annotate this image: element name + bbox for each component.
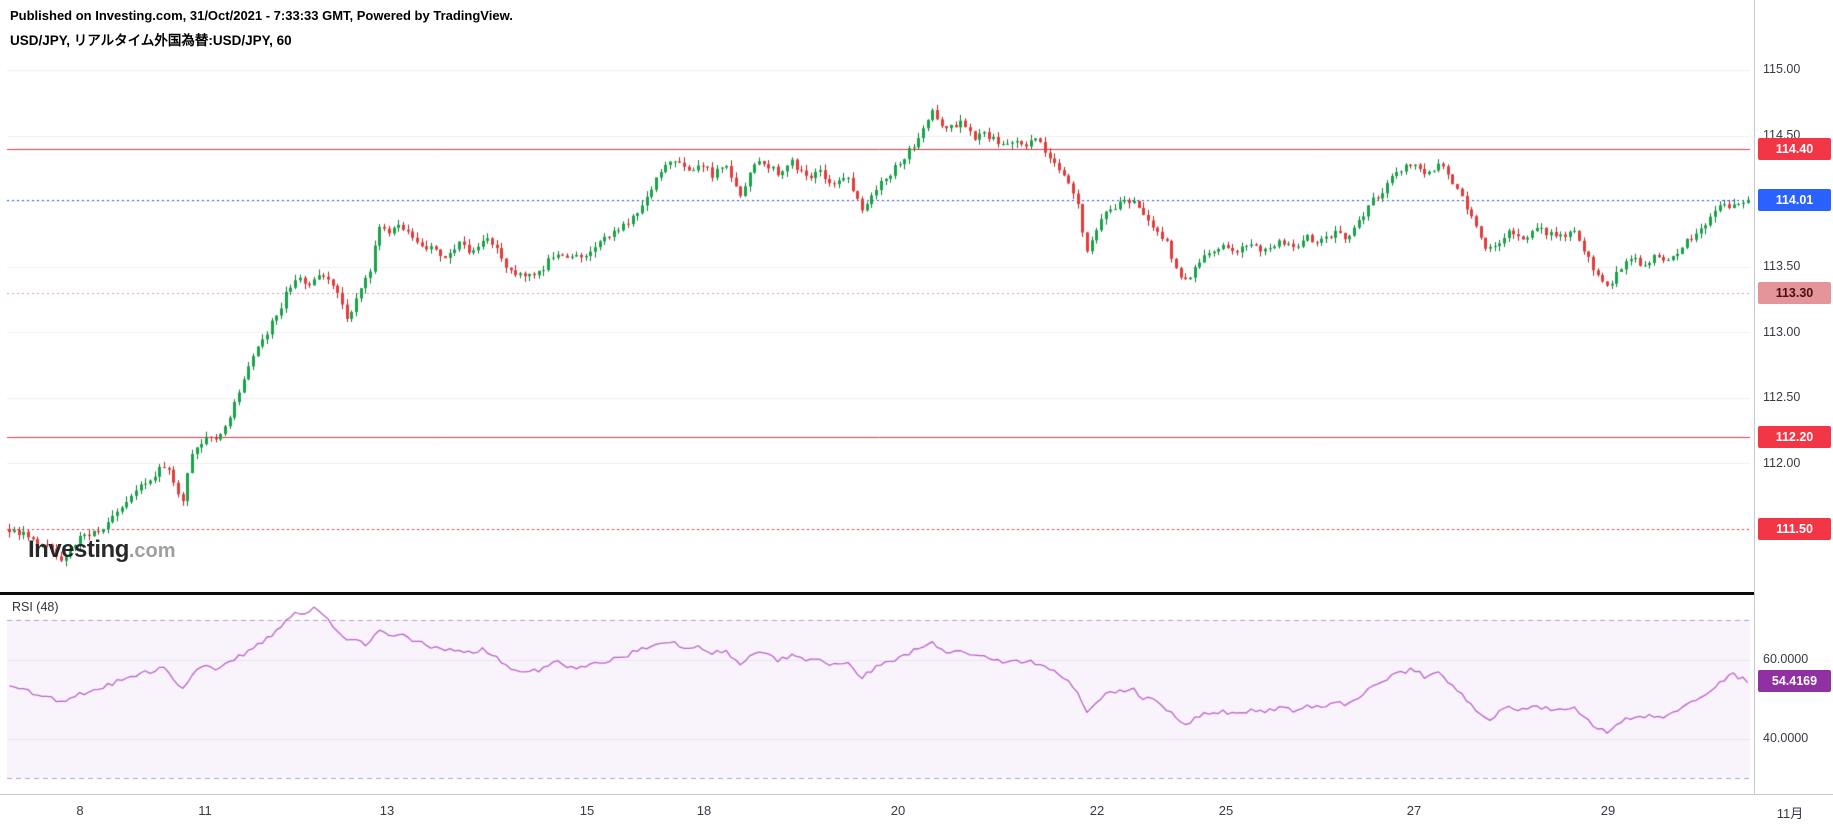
symbol-title: USD/JPY, リアルタイム外国為替:USD/JPY, 60 [10, 33, 292, 48]
price-tick: 113.50 [1763, 259, 1801, 273]
time-axis[interactable]: 8 11 13 15 18 20 22 25 27 29 11月 [0, 794, 1833, 828]
time-tick: 11月 [1776, 806, 1804, 821]
investing-logo-text: Investing [28, 536, 129, 563]
price-tick: 112.00 [1763, 456, 1801, 470]
published-line: Published on Investing.com, 31/Oct/2021 … [10, 8, 513, 23]
time-tick: 27 [1406, 803, 1422, 818]
price-tick: 115.00 [1763, 62, 1801, 76]
pane-separator [0, 592, 1833, 595]
support-price-badge: 111.50 [1758, 518, 1831, 540]
price-tick: 113.00 [1763, 325, 1801, 339]
time-tick: 11 [198, 803, 212, 818]
last-price-badge: 114.01 [1758, 189, 1831, 211]
price-axis[interactable]: 115.00 114.50 113.50 113.00 112.50 112.0… [1754, 0, 1833, 794]
support-price-badge: 113.30 [1758, 282, 1831, 304]
resistance-price-badge: 114.40 [1758, 138, 1831, 160]
support-price-badge: 112.20 [1758, 426, 1831, 448]
investing-logo: Investing.com [28, 536, 176, 564]
time-tick: 13 [379, 803, 395, 818]
time-tick: 8 [76, 803, 84, 818]
time-tick: 22 [1089, 803, 1105, 818]
rsi-indicator-label: RSI (48) [12, 600, 59, 614]
price-tick: 112.50 [1763, 390, 1801, 404]
rsi-value-badge: 54.4169 [1758, 670, 1831, 692]
rsi-tick: 40.0000 [1763, 731, 1809, 745]
time-tick: 25 [1218, 803, 1234, 818]
rsi-tick: 60.0000 [1763, 652, 1809, 666]
investing-logo-suffix: .com [128, 540, 176, 562]
time-tick: 15 [579, 803, 595, 818]
time-tick: 20 [890, 803, 906, 818]
time-tick: 18 [696, 803, 712, 818]
time-tick: 29 [1600, 803, 1616, 818]
